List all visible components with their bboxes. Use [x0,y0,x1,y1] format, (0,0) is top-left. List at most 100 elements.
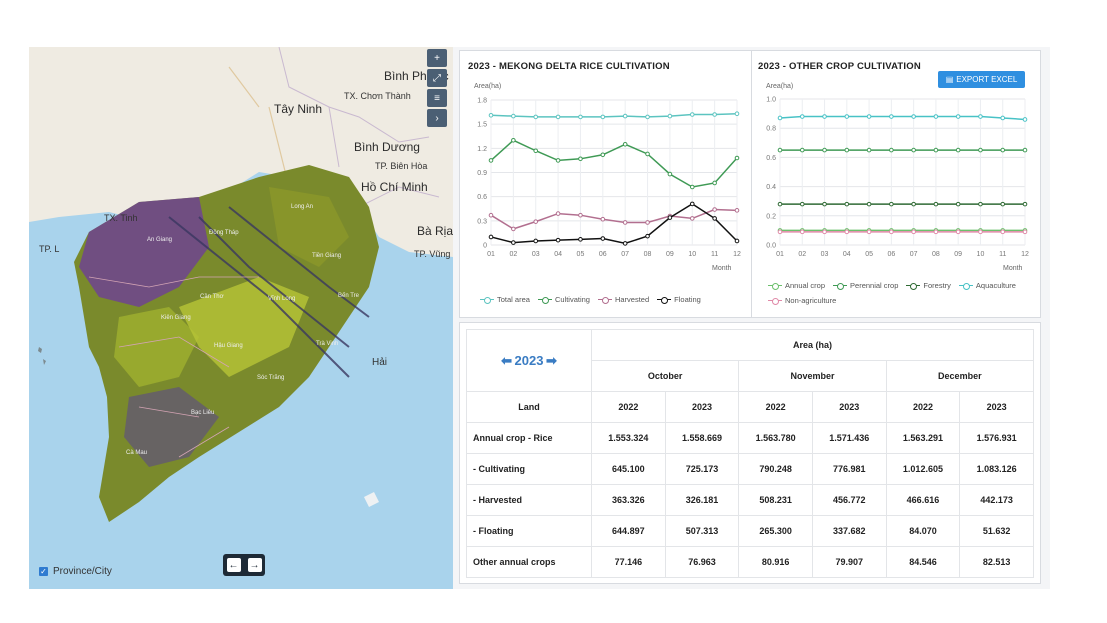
prev-arrow-icon[interactable]: ← [226,558,241,572]
data-point-harvested [600,216,606,222]
table-row: Annual crop - Rice 1.553.324 1.558.669 1… [466,422,1034,454]
table-cell: 725.173 [664,453,740,485]
legend-floating[interactable]: Floating [657,295,701,304]
data-point-harvested [712,207,717,212]
table-cell: 1.563.780 [738,422,813,454]
y-tick-label: 0 [483,243,487,250]
data-point-forestry [933,201,939,207]
data-point-forestry [866,201,872,207]
y-tick-label: 0.4 [766,184,776,191]
other-chart-ylabel: Area(ha) [766,83,794,90]
legend-forestry[interactable]: Forestry [906,281,951,290]
rice-chart-svg[interactable]: 0 0.3 0.6 0.9 1.2 1.5 1.8 01 02 03 04 05 06 07 08 09 10 1… [460,51,751,276]
legend-swatch [958,282,973,290]
legend-cultivating[interactable]: Cultivating [537,295,590,304]
province-checkbox[interactable]: ✓ Province/City [39,566,112,577]
y-tick-label: 0.9 [477,170,487,177]
x-tick-label: 03 [532,251,540,258]
data-point-aquaculture [911,114,916,119]
x-tick-label: 02 [798,251,806,258]
x-tick-label: 05 [577,251,585,258]
data-point-perennial-crop [866,147,872,153]
data-point-total-area [578,114,583,120]
legend-swatch [906,282,921,290]
prev-year-arrow-icon[interactable]: ⬅ [501,352,513,368]
x-tick-label: 11 [999,251,1006,258]
rice-chart-legend: Total area Cultivating Harvested Floatin… [480,295,750,304]
year-header: 2023 [664,391,740,423]
data-point-forestry [955,201,961,207]
province-label: Bến Tre [338,293,360,299]
map-label-binh-duong: Bình Dương [354,140,420,154]
export-excel-button[interactable]: ▤ EXPORT EXCEL [938,71,1025,88]
data-point-floating [555,237,561,243]
area-header: Area (ha) [591,329,1034,361]
legend-swatch [657,296,672,304]
legend-annual-crop[interactable]: Annual crop [768,281,825,290]
next-arrow-icon[interactable]: → [247,558,262,572]
data-point-perennial-crop [1000,147,1006,153]
data-point-forestry [777,201,783,207]
layers-icon[interactable]: ≡ [427,89,447,107]
x-tick-label: 09 [954,251,962,258]
legend-perennial-crop[interactable]: Perennial crop [833,281,898,290]
other-chart-legend: Annual crop Perennial crop Forestry Aqua… [768,281,1033,305]
islets [38,347,46,365]
table-cell: 508.231 [738,484,813,516]
checkbox-checked-icon[interactable]: ✓ [39,567,48,576]
y-tick-label: 0.6 [766,155,776,162]
chevron-right-icon[interactable]: › [427,109,447,127]
data-point-non-agriculture [1022,229,1028,235]
y-tick-label: 1.0 [766,97,776,104]
x-tick-label: 04 [843,251,851,258]
data-point-floating [511,240,516,245]
y-tick-label: 1.8 [477,98,487,105]
map-label-vung-tau: TP. Vũng [414,249,451,259]
map-label-ba-ria: Bà Rịa-V [417,224,453,238]
data-point-harvested [622,220,628,225]
map-panel[interactable]: Bình Phước Tây Ninh TX. Chơn Thành Bình … [29,47,453,589]
year-header: 2022 [591,391,666,423]
row-label: Annual crop - Rice [466,422,592,454]
map-label-tx-tinh: TX. Tinh [104,213,138,223]
data-point-aquaculture [955,114,961,119]
legend-total-area[interactable]: Total area [480,295,530,304]
year-header: 2022 [885,391,961,423]
next-year-arrow-icon[interactable]: ➡ [545,352,557,368]
data-point-aquaculture [777,115,783,121]
data-point-non-agriculture [889,229,894,235]
y-tick-label: 0.3 [477,218,487,225]
x-tick-label: 09 [666,251,674,258]
province-label: Hậu Giang [214,343,243,349]
map-toolbar: + ⤢ ≡ › [427,49,447,127]
data-point-total-area [734,111,740,116]
data-point-cultivating [555,158,561,163]
legend-non-agriculture[interactable]: Non-agriculture [768,296,836,305]
legend-harvested[interactable]: Harvested [597,295,649,304]
map-canvas[interactable] [29,47,453,589]
x-tick-label: 07 [621,251,629,258]
table-cell: 466.616 [885,484,961,516]
other-crop-chart-svg[interactable]: 0.0 0.2 0.4 0.6 0.8 1.0 01 02 03 04 05 06 07 08 09 10 11… [752,51,1040,276]
data-point-cultivating [734,155,740,161]
data-point-total-area [533,114,539,120]
data-point-aquaculture [889,114,894,119]
province-label: An Giang [147,237,173,243]
province-lines [88,276,259,458]
x-tick-label: 01 [776,251,784,258]
data-point-forestry [911,201,916,207]
data-point-total-area [622,113,628,119]
expand-icon[interactable]: ⤢ [427,69,447,87]
table-cell: 1.563.291 [885,422,961,454]
plus-icon[interactable]: + [427,49,447,67]
data-point-aquaculture [978,114,983,119]
data-point-forestry [1022,201,1028,207]
data-point-total-area [600,114,606,120]
legend-swatch [597,296,612,304]
map-label-hai: Hải [372,357,388,368]
province-label: Cà Mau [126,450,148,456]
x-tick-label: 04 [554,251,562,258]
legend-label: Total area [497,295,530,304]
legend-aquaculture[interactable]: Aquaculture [958,281,1016,290]
other-crop-chart-panel: 2023 - OTHER CROP CULTIVATION ▤ EXPORT E… [751,50,1041,318]
